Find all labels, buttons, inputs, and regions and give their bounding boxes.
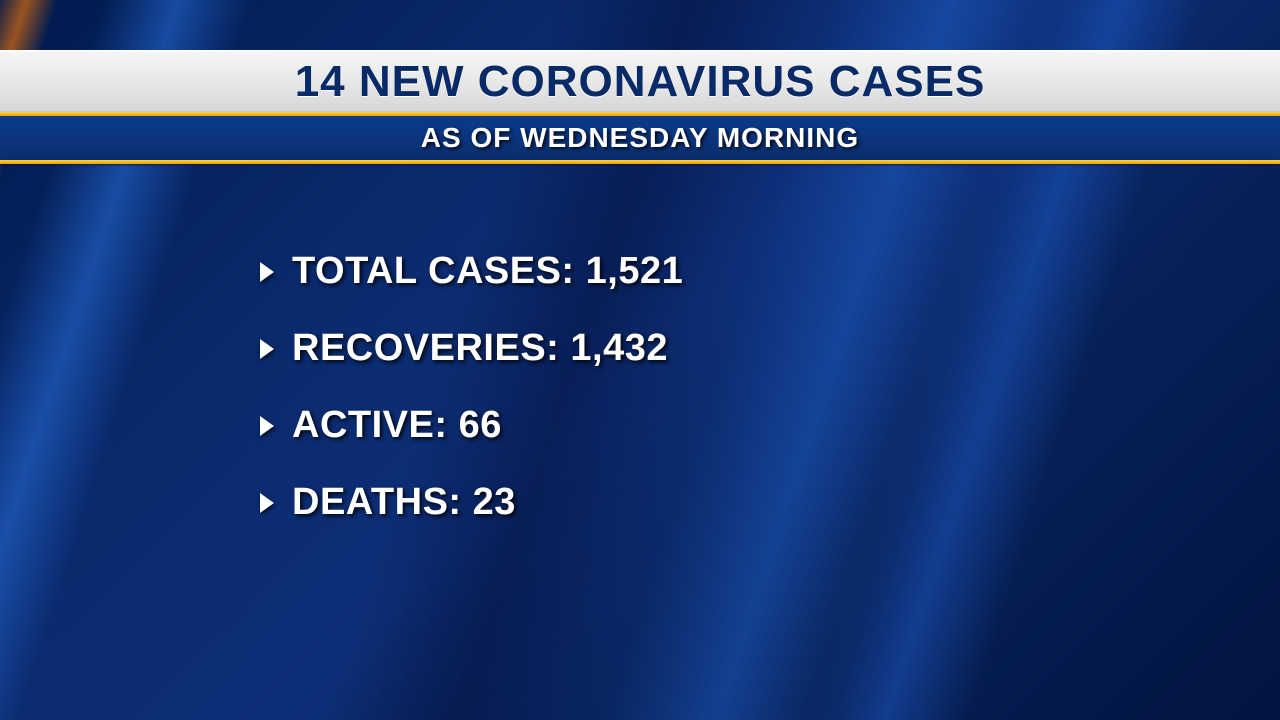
stats-list: TOTAL CASES: 1,521 RECOVERIES: 1,432 ACT…: [260, 250, 683, 558]
stat-label: TOTAL CASES: [292, 250, 561, 292]
stat-label: DEATHS: [292, 481, 448, 523]
stat-label: ACTIVE: [292, 404, 434, 446]
stat-row: DEATHS: 23: [260, 481, 683, 524]
subhead-text: AS OF WEDNESDAY MORNING: [421, 122, 859, 154]
stat-value: 23: [473, 481, 516, 523]
bullet-arrow-icon: [260, 262, 274, 282]
stat-row: ACTIVE: 66: [260, 404, 683, 447]
stat-value: 1,432: [570, 327, 668, 369]
stat-row: TOTAL CASES: 1,521: [260, 250, 683, 293]
stat-value: 66: [459, 404, 502, 446]
headline-text: 14 NEW CORONAVIRUS CASES: [295, 57, 986, 107]
bullet-arrow-icon: [260, 493, 274, 513]
news-graphic-stage: 14 NEW CORONAVIRUS CASES AS OF WEDNESDAY…: [0, 0, 1280, 720]
stat-text: ACTIVE: 66: [292, 404, 502, 447]
stat-text: RECOVERIES: 1,432: [292, 327, 668, 370]
stat-text: DEATHS: 23: [292, 481, 516, 524]
bullet-arrow-icon: [260, 416, 274, 436]
subhead-band: AS OF WEDNESDAY MORNING: [0, 116, 1280, 160]
stat-value: 1,521: [586, 250, 684, 292]
divider-gold: [0, 160, 1280, 164]
stat-label: RECOVERIES: [292, 327, 546, 369]
bullet-arrow-icon: [260, 339, 274, 359]
stat-row: RECOVERIES: 1,432: [260, 327, 683, 370]
headline-band: 14 NEW CORONAVIRUS CASES: [0, 50, 1280, 112]
stat-text: TOTAL CASES: 1,521: [292, 250, 683, 293]
